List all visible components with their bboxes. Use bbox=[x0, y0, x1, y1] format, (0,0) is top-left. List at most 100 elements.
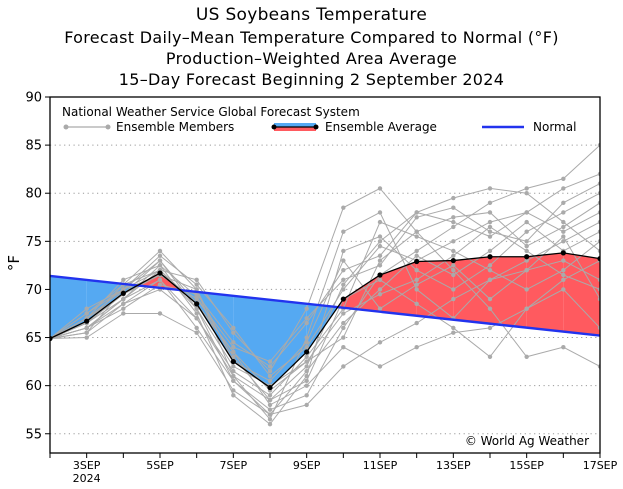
ensemble-member-point bbox=[561, 200, 566, 206]
ensemble-member-point bbox=[524, 239, 529, 244]
ensemble-member-point bbox=[561, 272, 566, 278]
ensemble-member-point bbox=[194, 311, 199, 316]
ensemble-average-point bbox=[230, 358, 236, 365]
ensemble-member-point bbox=[231, 340, 236, 345]
ensemble-member-point bbox=[267, 397, 273, 403]
copyright-label: © World Ag Weather bbox=[465, 434, 589, 448]
ensemble-member-point bbox=[157, 311, 163, 316]
ensemble-member-point bbox=[377, 263, 383, 268]
normal-line bbox=[50, 274, 600, 337]
ensemble-member-point bbox=[194, 277, 199, 283]
ensemble-member-point bbox=[304, 316, 309, 321]
legend-average-label: Ensemble Average bbox=[325, 120, 437, 134]
x-tick-label: 13SEP bbox=[436, 459, 471, 472]
ensemble-member-point bbox=[561, 186, 566, 191]
ensemble-member-point bbox=[304, 369, 309, 374]
ensemble-member-point bbox=[377, 219, 383, 225]
ensemble-member-point bbox=[157, 258, 163, 263]
ensemble-member-point bbox=[304, 402, 309, 408]
x-tick-label: 7SEP bbox=[220, 459, 248, 472]
ensemble-member-point bbox=[157, 248, 163, 254]
ensemble-member-point bbox=[267, 407, 273, 412]
ensemble-average-point bbox=[304, 349, 310, 355]
ensemble-member-point bbox=[377, 186, 383, 191]
ensemble-member-point bbox=[304, 364, 309, 369]
ensemble-member-point bbox=[267, 364, 273, 369]
ensemble-member-point bbox=[451, 219, 456, 225]
ensemble-member-series bbox=[50, 200, 600, 393]
x-tick-label: 5SEP bbox=[146, 459, 174, 472]
ensemble-member-point bbox=[561, 176, 566, 181]
ensemble-member-point bbox=[157, 277, 163, 283]
ensemble-member-point bbox=[377, 234, 383, 239]
ensemble-member-point bbox=[414, 287, 419, 292]
chart-subtitle-1: Forecast Daily–Mean Temperature Compared… bbox=[64, 28, 559, 47]
ensemble-member-point bbox=[121, 277, 126, 283]
ensemble-member-point bbox=[451, 330, 456, 335]
ensemble-member-point bbox=[341, 344, 346, 350]
ensemble-member-point bbox=[414, 215, 419, 220]
ensemble-member-point bbox=[414, 344, 419, 350]
ensemble-member-point bbox=[377, 210, 383, 215]
ensemble-member-line bbox=[50, 235, 600, 382]
ensemble-average-point bbox=[194, 301, 200, 307]
chart-title: US Soybeans Temperature bbox=[195, 5, 428, 25]
ensemble-average-point bbox=[84, 318, 90, 324]
ensemble-member-point bbox=[157, 253, 163, 258]
below-normal-fill bbox=[270, 299, 307, 388]
ensemble-member-point bbox=[524, 229, 529, 234]
ensemble-member-point bbox=[414, 253, 419, 258]
y-tick-label: 55 bbox=[25, 427, 42, 442]
legend: National Weather Service Global Forecast… bbox=[62, 105, 576, 134]
ensemble-member-point bbox=[487, 325, 493, 331]
ensemble-member-point bbox=[121, 306, 126, 311]
legend-members-label: Ensemble Members bbox=[116, 120, 234, 134]
ensemble-average-point bbox=[524, 254, 530, 260]
ensemble-member-point bbox=[451, 215, 456, 220]
legend-average-swatch bbox=[271, 123, 319, 131]
ensemble-member-point bbox=[487, 186, 493, 191]
ensemble-member-point bbox=[231, 388, 236, 393]
ensemble-member-point bbox=[341, 248, 346, 254]
ensemble-member-point bbox=[341, 364, 346, 369]
ensemble-member-point bbox=[377, 364, 383, 369]
ensemble-member-point bbox=[524, 306, 529, 311]
x-tick-sublabel: 2024 bbox=[73, 472, 101, 485]
ensemble-member-line bbox=[50, 211, 600, 377]
ensemble-member-point bbox=[524, 248, 529, 254]
x-tick-label: 15SEP bbox=[509, 459, 544, 472]
ensemble-member-point bbox=[487, 210, 493, 215]
ensemble-member-point bbox=[341, 325, 346, 331]
ensemble-member-point bbox=[341, 287, 346, 292]
ensemble-member-point bbox=[341, 205, 346, 210]
ensemble-member-point bbox=[267, 373, 273, 379]
ensemble-member-point bbox=[231, 325, 236, 331]
ensemble-member-point bbox=[524, 354, 529, 359]
ensemble-member-point bbox=[487, 224, 493, 230]
ensemble-member-point bbox=[121, 311, 126, 316]
y-tick-label: 75 bbox=[25, 235, 42, 250]
ensemble-member-point bbox=[487, 234, 493, 239]
ensemble-member-point bbox=[414, 248, 419, 254]
ensemble-member-point bbox=[524, 267, 529, 273]
above-normal-fill bbox=[526, 252, 564, 332]
ensemble-member-point bbox=[414, 277, 419, 283]
ensemble-member-line bbox=[50, 221, 600, 396]
ensemble-member-point bbox=[341, 311, 346, 316]
ensemble-member-point bbox=[304, 340, 309, 345]
ensemble-member-point bbox=[524, 210, 529, 215]
ensemble-member-point bbox=[524, 186, 529, 191]
ensemble-average-point bbox=[487, 254, 493, 260]
ensemble-member-point bbox=[341, 320, 346, 326]
ensemble-member-point bbox=[487, 248, 493, 254]
ensemble-member-point bbox=[341, 229, 346, 234]
ensemble-average-point bbox=[560, 250, 566, 256]
ensemble-member-point bbox=[231, 354, 236, 359]
normal-series bbox=[50, 274, 600, 337]
ensemble-member-point bbox=[267, 421, 273, 427]
ensemble-member-point bbox=[267, 417, 273, 422]
y-tick-label: 65 bbox=[25, 331, 42, 346]
ensemble-member-point bbox=[487, 229, 493, 234]
ensemble-member-point bbox=[561, 239, 566, 244]
ensemble-member-point bbox=[304, 378, 309, 384]
